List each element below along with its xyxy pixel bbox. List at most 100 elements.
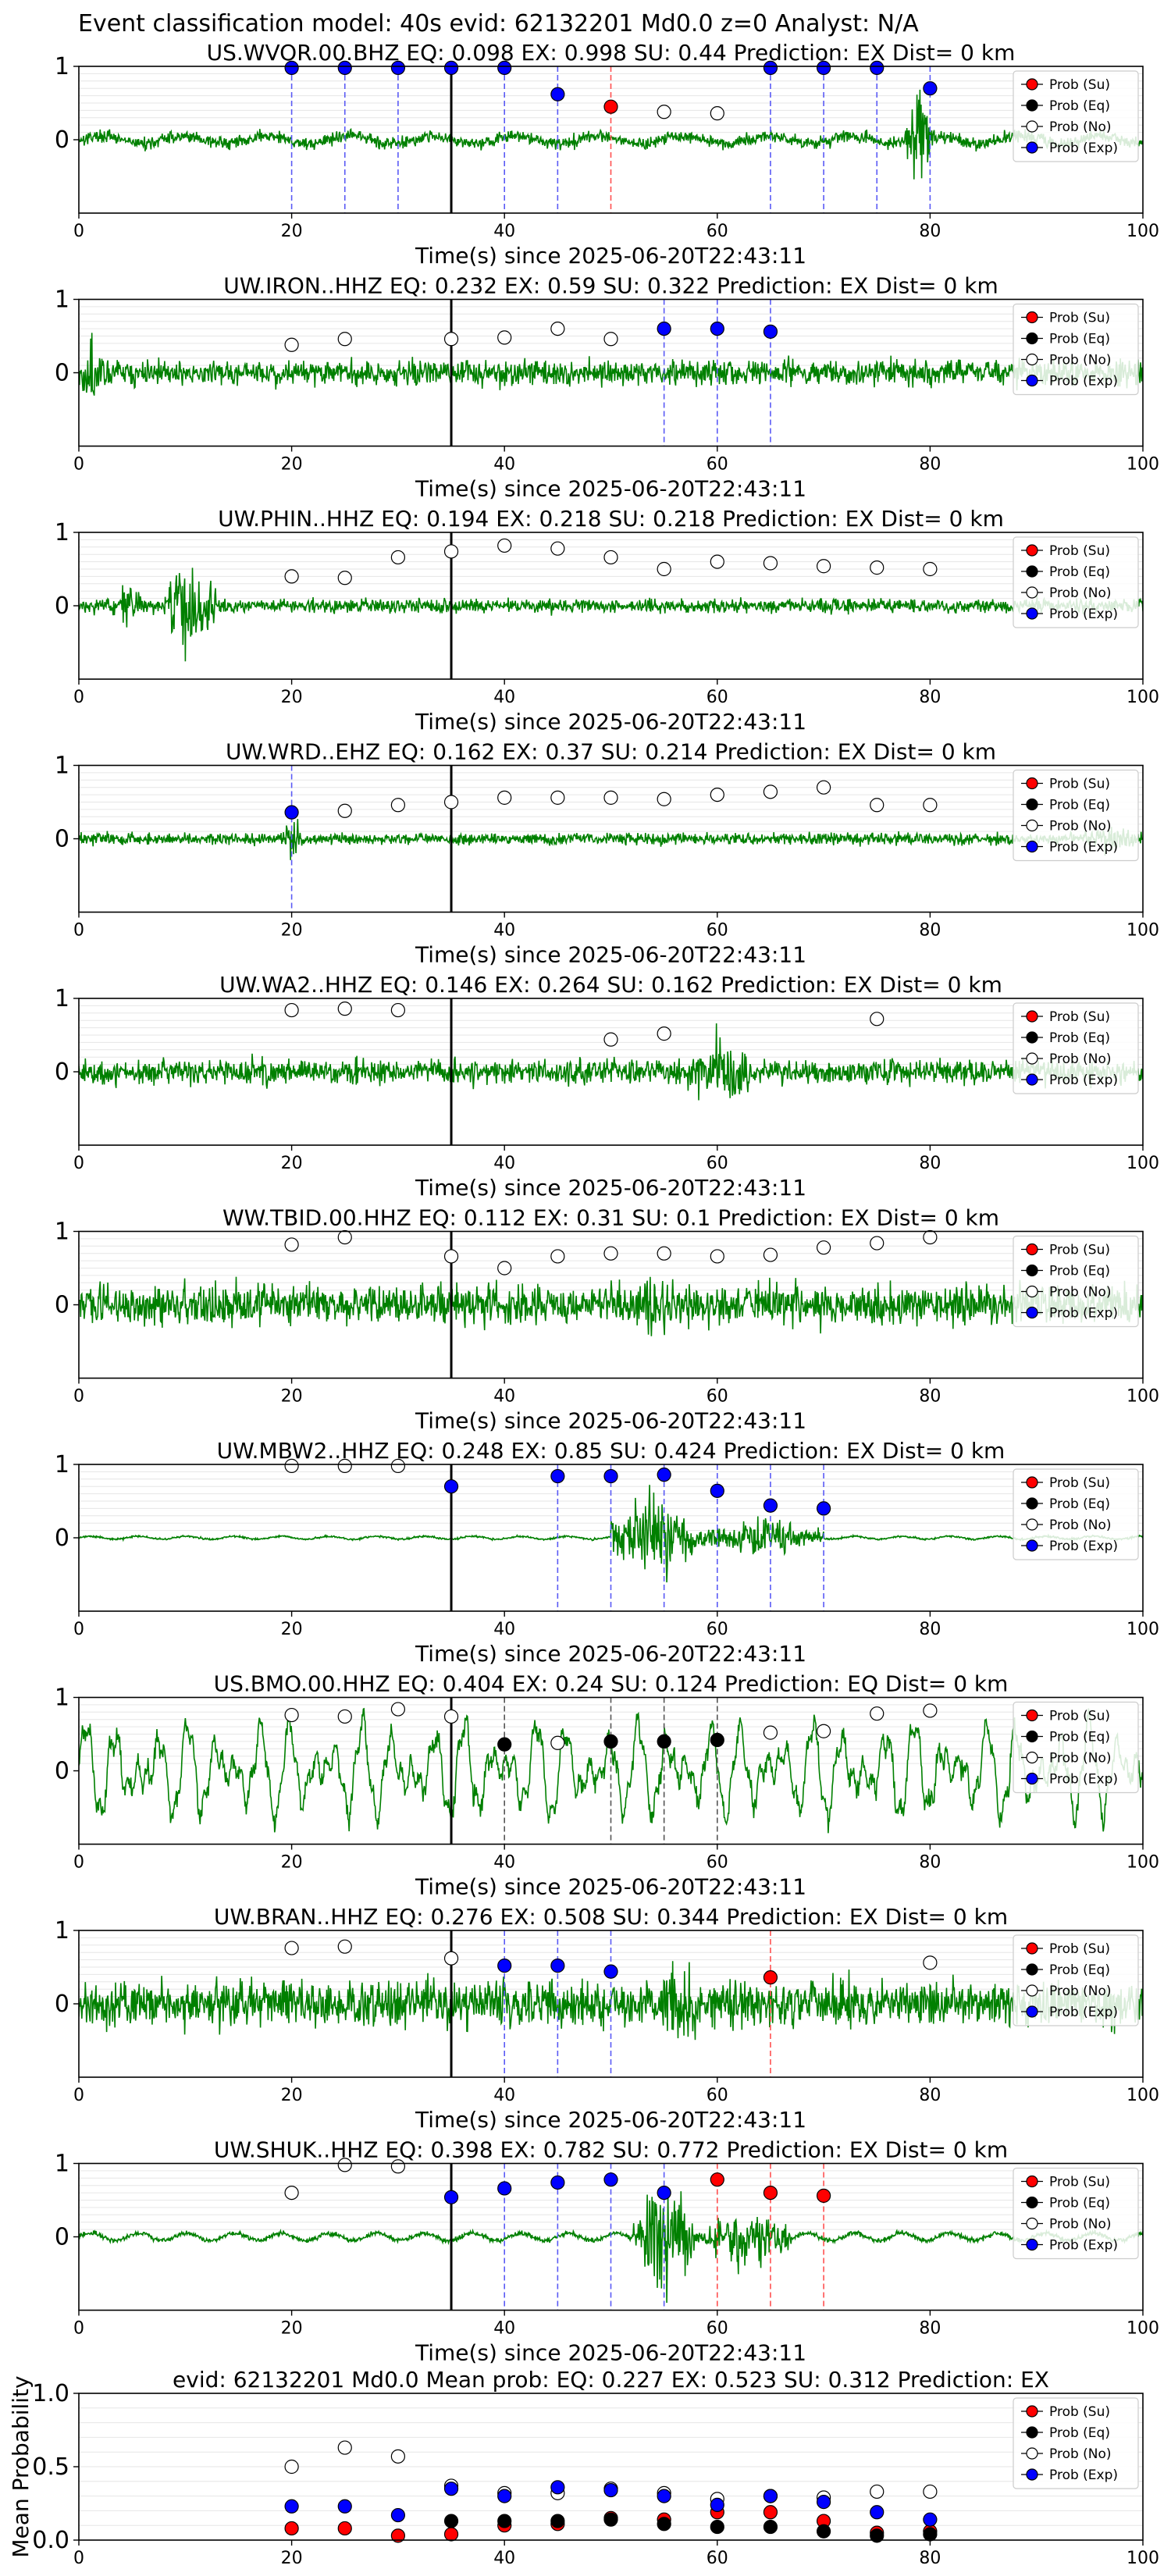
prob-marker-exp (443, 1479, 459, 1494)
y-axis-label: Mean Probability (8, 2375, 34, 2557)
legend-marker-exp (1026, 1073, 1038, 1086)
x-tick-label: 60 (707, 2319, 728, 2339)
prob-marker-no (284, 569, 299, 584)
x-tick-label: 20 (281, 1387, 303, 1407)
legend-label: Prob (No) (1049, 1517, 1112, 1533)
prob-marker-exp (870, 60, 884, 75)
prob-marker-su (443, 2527, 459, 2542)
y-tick-label: 1 (55, 286, 69, 314)
prob-marker-no (443, 795, 459, 809)
x-tick-label: 40 (493, 2549, 515, 2568)
waveform-trace (79, 568, 1143, 662)
x-tick-label: 0 (73, 2549, 84, 2568)
legend-label: Prob (Su) (1049, 1941, 1110, 1957)
x-tick-label: 0 (73, 921, 84, 941)
prob-marker-no (550, 1735, 565, 1750)
prob-marker-exp (657, 1468, 671, 1482)
legend-marker-eq (1026, 565, 1038, 578)
legend-label: Prob (Su) (1049, 77, 1110, 93)
prob-marker-no (443, 544, 459, 559)
prob-marker-no (284, 1941, 299, 1955)
legend-label: Prob (No) (1049, 119, 1112, 135)
legend-marker-no (1026, 819, 1038, 832)
legend-label: Prob (Exp) (1049, 840, 1118, 856)
prob-marker-exp (497, 2489, 512, 2503)
prob-marker-no (390, 1458, 405, 1473)
legend-label: Prob (Eq) (1049, 2196, 1110, 2211)
legend-label: Prob (Su) (1049, 1475, 1110, 1491)
panel-title: UW.PHIN..HHZ EQ: 0.194 EX: 0.218 SU: 0.2… (218, 506, 1004, 532)
y-tick-label: 0.5 (32, 2453, 69, 2481)
panel-data (79, 998, 1143, 1145)
prob-marker-exp (763, 60, 778, 75)
panel-title: US.BMO.00.HHZ EQ: 0.404 EX: 0.24 SU: 0.1… (214, 1671, 1009, 1697)
prob-marker-no (870, 560, 884, 575)
x-axis-label: Time(s) since 2025-06-20T22:43:11 (415, 942, 806, 968)
prob-marker-no (284, 1237, 299, 1252)
prob-marker-no (710, 554, 724, 569)
legend-label: Prob (No) (1049, 1984, 1112, 1999)
prob-marker-no (337, 803, 352, 818)
x-tick-label: 100 (1127, 688, 1159, 707)
x-tick-label: 0 (73, 1620, 84, 1639)
prob-marker-no (337, 571, 352, 585)
prob-marker-no (603, 1032, 618, 1047)
legend-marker-su (1026, 2175, 1038, 2188)
prob-marker-no (550, 322, 565, 336)
prob-marker-eq (657, 1734, 671, 1749)
prob-marker-exp (550, 87, 565, 101)
prob-marker-exp (550, 1468, 565, 1484)
prob-marker-exp (603, 1964, 618, 1979)
y-tick-label: 0 (55, 360, 69, 387)
prob-marker-no (550, 541, 565, 556)
prob-marker-no (710, 106, 724, 121)
prob-marker-su (603, 99, 618, 114)
legend-label: Prob (Su) (1049, 1709, 1110, 1724)
prob-marker-eq (923, 2527, 938, 2542)
legend-marker-no (1026, 586, 1038, 599)
legend-marker-eq (1026, 2196, 1038, 2209)
x-tick-label: 0 (73, 1853, 84, 1873)
mean-probability-panel: evid: 62132201 Md0.0 Mean prob: EQ: 0.22… (8, 2367, 1159, 2568)
legend-label: Prob (Su) (1049, 2404, 1110, 2420)
legend: Prob (Su) Prob (Eq) Prob (No) Prob (Exp) (1013, 70, 1139, 162)
legend-marker-su (1026, 2405, 1038, 2418)
x-tick-label: 20 (281, 1154, 303, 1173)
prob-marker-no (390, 1002, 405, 1018)
legend-label: Prob (Exp) (1049, 1772, 1118, 1788)
panel-title: US.WVOR.00.BHZ EQ: 0.098 EX: 0.998 SU: 0… (207, 40, 1016, 66)
prob-marker-no (923, 1229, 938, 1245)
prob-marker-no (337, 1939, 352, 1954)
x-axis-label: Time(s) since 2025-06-20T22:43:11 (415, 243, 806, 269)
prob-marker-no (816, 780, 831, 795)
x-axis-label: Time(s) since 2025-06-20T22:43:11 (415, 2107, 806, 2133)
prob-marker-no (603, 790, 618, 805)
x-axis-label: Time(s) since 2025-06-20T22:43:11 (415, 709, 806, 735)
legend-label: Prob (Exp) (1049, 1306, 1118, 1322)
prob-marker-no (657, 1246, 671, 1261)
x-tick-label: 20 (281, 688, 303, 707)
legend-label: Prob (No) (1049, 353, 1112, 368)
legend-label: Prob (Eq) (1049, 98, 1110, 114)
x-tick-label: 60 (707, 1154, 728, 1173)
panel-title: UW.WA2..HHZ EQ: 0.146 EX: 0.264 SU: 0.16… (219, 972, 1002, 998)
x-tick-label: 40 (493, 921, 515, 941)
prob-marker-exp (603, 2482, 618, 2498)
prob-marker-no (390, 2449, 405, 2464)
legend-label: Prob (Eq) (1049, 1030, 1110, 1046)
legend-label: Prob (Su) (1049, 311, 1110, 326)
prob-marker-exp (443, 2190, 459, 2204)
y-tick-label: 0 (55, 592, 69, 620)
x-tick-label: 0 (73, 1387, 84, 1407)
legend-box (1013, 1235, 1139, 1328)
prob-marker-no (816, 559, 831, 574)
prob-marker-eq (870, 2528, 884, 2543)
legend-marker-su (1026, 1476, 1038, 1489)
legend-marker-su (1026, 311, 1038, 324)
prob-marker-no (284, 2186, 299, 2201)
y-tick-label: 0 (55, 1991, 69, 2018)
legend-marker-eq (1026, 798, 1038, 811)
legend-label: Prob (Su) (1049, 1009, 1110, 1025)
x-tick-label: 0 (73, 2086, 84, 2105)
x-tick-label: 40 (493, 455, 515, 475)
